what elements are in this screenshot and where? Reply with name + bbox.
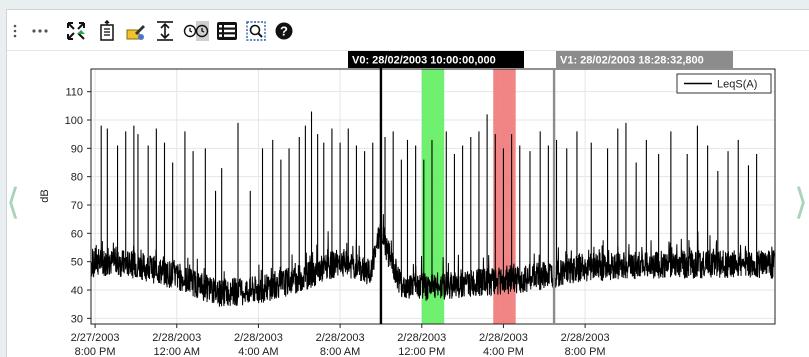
y-tick-label: 50	[71, 257, 83, 269]
vertical-fit-icon[interactable]	[154, 20, 176, 42]
legend-entry: LeqS(A)	[717, 79, 757, 91]
x-tick-label-date: 2/28/2003	[479, 332, 528, 344]
list-icon[interactable]	[215, 20, 239, 42]
x-tick-label-time: 8:00 AM	[320, 346, 360, 356]
x-tick-label-time: 12:00 AM	[154, 346, 200, 356]
y-tick-label: 80	[71, 172, 83, 184]
highlight-band	[493, 69, 516, 324]
cursor-v1-label-bg	[556, 51, 733, 68]
legend-box	[676, 73, 772, 94]
x-tick-label-time: 4:00 PM	[483, 346, 524, 356]
plot-frame	[90, 68, 776, 325]
document-export-icon[interactable]	[96, 20, 118, 42]
next-chart-arrow[interactable]: ⟩	[794, 182, 809, 223]
cursor-v1-label-text: V1: 28/02/2003 18:28:32,800	[560, 55, 704, 67]
x-tick-label-time: 8:00 PM	[75, 346, 116, 356]
double-clock-icon[interactable]	[181, 20, 211, 42]
x-tick-label-date: 2/28/2003	[561, 332, 610, 344]
y-tick-label: 110	[65, 87, 83, 99]
y-tick-label: 70	[71, 200, 83, 212]
ellipsis-icon[interactable]	[29, 20, 51, 42]
highlight-band	[421, 69, 445, 324]
expand-arrows-icon[interactable]	[64, 20, 88, 42]
series-layer	[90, 111, 776, 307]
x-tick-label-date: 2/28/2003	[234, 332, 283, 344]
y-tick-label: 60	[71, 228, 83, 240]
legend: LeqS(A)	[676, 73, 772, 94]
x-tick-label-time: 8:00 PM	[565, 346, 606, 356]
zoom-icon[interactable]	[245, 20, 267, 42]
cursor-v0-label[interactable]: V0: 28/02/2003 10:00:00,000	[348, 51, 524, 68]
x-tick-label-date: 2/28/2003	[316, 332, 365, 344]
x-axis: 2/27/2003 8:00 PM 2/28/2003 12:00 AM 2/28/20…	[71, 324, 610, 356]
cursor-v0-label-text: V0: 28/02/2003 10:00:00,000	[352, 55, 496, 67]
x-tick-label-time: 4:00 AM	[238, 346, 278, 356]
pencil-clip-icon[interactable]	[124, 20, 148, 42]
cursor-v1-label[interactable]: V1: 28/02/2003 18:28:32,800	[556, 51, 733, 68]
svg-text:?: ?	[280, 23, 288, 38]
y-tick-label: 40	[71, 285, 83, 297]
y-tick-label: 90	[71, 143, 83, 155]
cursor-lines	[379, 68, 556, 324]
x-tick-label-date: 2/27/2003	[71, 332, 120, 344]
y-tick-label: 100	[65, 115, 83, 127]
y-axis: 30 40 50 60 70 80 90 100 110	[65, 87, 91, 325]
y-tick-label: 30	[71, 313, 83, 325]
x-tick-label-time: 12:00 PM	[398, 346, 445, 356]
help-icon[interactable]: ?	[273, 20, 295, 42]
x-tick-label-date: 2/28/2003	[397, 332, 446, 344]
series-line-leqsa	[90, 214, 776, 307]
toolbar: ?	[7, 10, 809, 51]
previous-chart-arrow[interactable]: ⟨	[6, 182, 21, 223]
highlight-bands	[421, 69, 516, 324]
cursor-v0-label-bg	[348, 51, 524, 68]
x-tick-label-date: 2/28/2003	[152, 332, 201, 344]
y-axis-label: dB	[39, 189, 51, 202]
vertical-dots-icon[interactable]	[11, 20, 19, 42]
